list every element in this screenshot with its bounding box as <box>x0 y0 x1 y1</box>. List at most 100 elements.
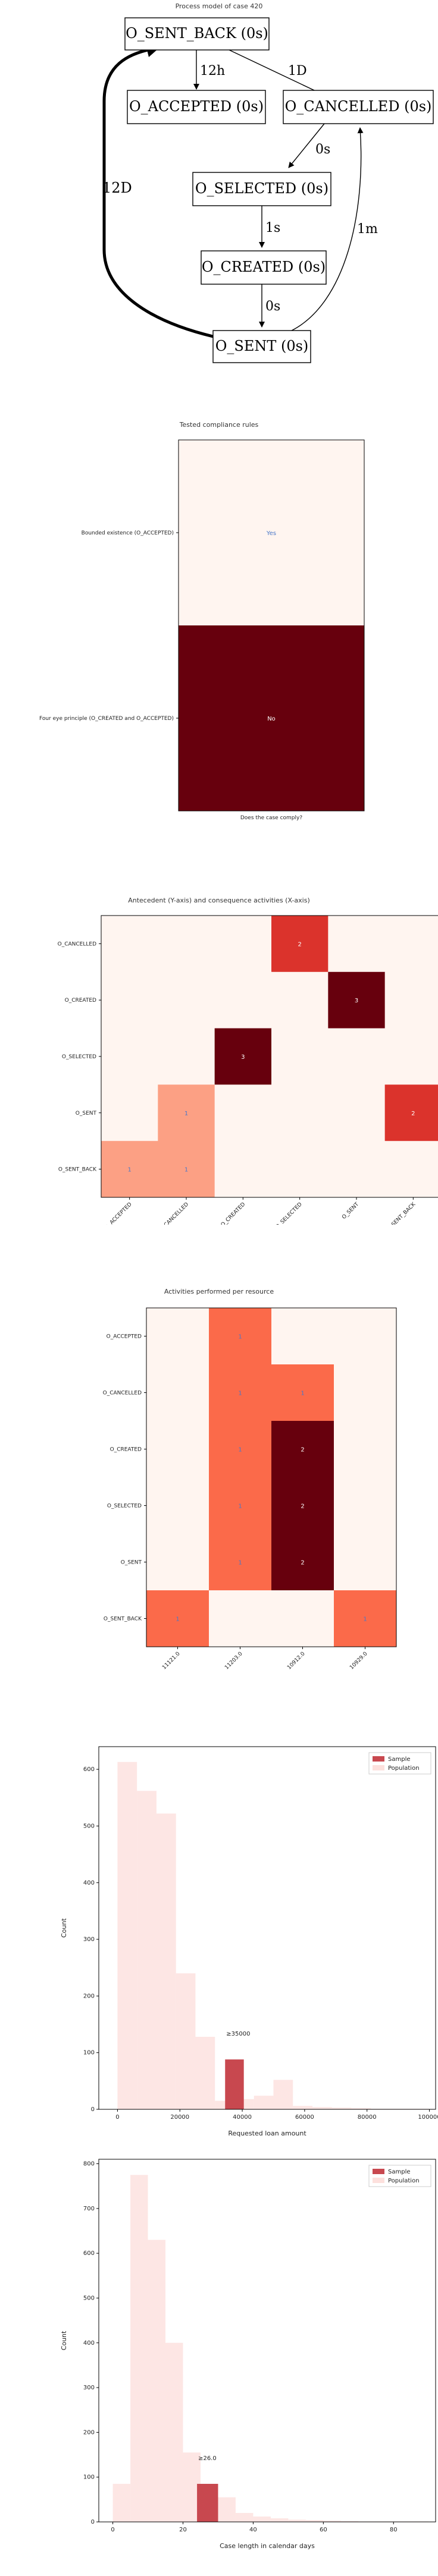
cell-value-label: 1 <box>301 1391 304 1397</box>
x-axis-label: Does the case comply? <box>240 815 302 820</box>
x-tick-label: 11203.0 <box>224 1651 244 1671</box>
edge-label-0s-a: 0s <box>315 142 330 157</box>
cell-value-label: 1 <box>176 1616 179 1623</box>
cell-value-label: 2 <box>411 1111 415 1117</box>
cell-value-label: 2 <box>301 1447 304 1454</box>
cell-value-label: 2 <box>301 1560 304 1567</box>
compliance-title: Tested compliance rules <box>179 421 259 429</box>
x-tick-label: 20 <box>179 2527 187 2533</box>
cell-value-label: 3 <box>241 1054 245 1061</box>
edge-sent-cancelled <box>291 127 364 331</box>
heatmap-cell <box>209 1534 272 1591</box>
heatmap-cell <box>101 971 158 1029</box>
svg-text:O_SELECTED (0s): O_SELECTED (0s) <box>195 180 328 197</box>
edge-label-12d: 12D <box>102 180 132 196</box>
y-tick-label: 700 <box>83 2206 95 2212</box>
y-tick-label: O_CREATED <box>65 998 96 1004</box>
heatmap-cell <box>158 1084 215 1141</box>
heatmap-cell <box>334 1534 397 1591</box>
heatmap-cell <box>214 1141 272 1198</box>
antecedent-panel: Antecedent (Y-axis) and consequence acti… <box>0 892 438 1233</box>
edge-sent-sentback <box>102 47 214 338</box>
heatmap-cell <box>209 1590 272 1647</box>
node-sent-back[interactable]: O_SENT_BACK (0s) <box>124 17 270 51</box>
heatmap-cell <box>271 916 328 973</box>
y-tick-label: 800 <box>83 2161 95 2168</box>
cell-value-label: No <box>267 716 276 722</box>
heatmap-cell <box>158 1141 215 1198</box>
sample-bar <box>225 2059 244 2109</box>
legend-swatch-sample <box>373 2169 384 2174</box>
cell-value-label: 1 <box>127 1167 131 1174</box>
y-tick-label: O_SENT <box>76 1111 97 1116</box>
heatmap-cell <box>334 1364 397 1421</box>
y-tick-label: 500 <box>83 2295 95 2301</box>
antecedent-heatmap: 2 3 3 1 2 1 1 O_CANCELLED O_CREATED O_SELECTED O_S… <box>58 915 438 1233</box>
y-tick-label: 400 <box>83 2340 95 2347</box>
cell-value-label: 1 <box>184 1111 188 1117</box>
heatmap-cell <box>271 1141 328 1198</box>
x-tick-label: 40 <box>249 2527 257 2533</box>
population-bar <box>235 2512 254 2522</box>
cell-value-label: 1 <box>363 1616 367 1623</box>
heatmap-cell <box>146 1421 209 1478</box>
cell-value-label: 1 <box>184 1167 188 1174</box>
plot-frame <box>98 2159 436 2522</box>
case-length-histogram: ≥26.00 20 40 60 800100200300400500600700800C… <box>60 2159 436 2550</box>
heatmap-cell <box>158 971 215 1029</box>
compliance-panel: Tested compliance rules Yes No Bounded exi… <box>0 416 438 821</box>
heatmap-cell <box>214 971 272 1029</box>
x-tick-label: O_SELECTED <box>275 1201 304 1225</box>
heatmap-cell <box>271 1477 334 1534</box>
y-axis-label: Count <box>60 1918 68 1937</box>
heatmap-cell <box>328 971 386 1029</box>
y-tick-label: 300 <box>83 1936 95 1943</box>
process-model: Process model of case 420 12h 1D 0s 1s 0… <box>0 0 438 380</box>
population-bar <box>156 1813 176 2109</box>
heatmap-cell <box>146 1477 209 1534</box>
svg-text:O_SENT (0s): O_SENT (0s) <box>215 338 309 354</box>
x-tick-label: 80 <box>390 2527 398 2533</box>
case-length-panel: ≥26.0 0 20 40 60 80 0 100 200 300 400 500 600 700 800 C… <box>0 2158 438 2574</box>
process-model-title: Process model of case 420 <box>175 2 263 10</box>
x-tick-label: O_SENT_BACK <box>386 1201 417 1225</box>
edge-label-1s: 1s <box>265 221 280 235</box>
x-axis-label: Requested loan amount <box>228 2130 306 2137</box>
svg-text:O_CREATED (0s): O_CREATED (0s) <box>202 259 326 275</box>
heatmap-cell <box>271 1421 334 1478</box>
x-tick-label: 80000 <box>358 2114 377 2121</box>
y-axis-label: Count <box>60 2330 68 2350</box>
x-tick-label: O_ACCEPTED <box>104 1201 133 1225</box>
compliance-heatmap: Yes No Bounded existence (O_ACCEPTED) Four … <box>39 439 365 821</box>
y-tick-label: 200 <box>83 1993 95 1999</box>
edge-label-1d: 1D <box>288 64 307 78</box>
node-cancelled[interactable]: O_CANCELLED (0s) <box>283 90 434 124</box>
legend-swatch-population <box>373 1765 384 1770</box>
heatmap-cell <box>214 916 272 973</box>
node-accepted[interactable]: O_ACCEPTED (0s) <box>127 90 266 124</box>
x-tick-label: 11121.0 <box>161 1651 182 1671</box>
edge-label-12h: 12h <box>200 64 225 78</box>
node-selected[interactable]: O_SELECTED (0s) <box>192 172 331 206</box>
legend-label-sample: Sample <box>388 1756 411 1763</box>
y-tick-label: 0 <box>91 2519 95 2525</box>
heatmap-cell <box>328 1084 386 1141</box>
svg-text:O_CANCELLED (0s): O_CANCELLED (0s) <box>285 98 432 115</box>
cell-value-label: 1 <box>238 1504 242 1510</box>
node-sent[interactable]: O_SENT (0s) <box>212 330 311 363</box>
heatmap-cell <box>334 1308 397 1365</box>
heatmap-cell <box>179 440 365 626</box>
node-created[interactable]: O_CREATED (0s) <box>201 250 327 285</box>
heatmap-cell <box>384 1028 438 1085</box>
x-axis-label: Case length in calendar days <box>220 2542 315 2550</box>
heatmap-cell <box>146 1364 209 1421</box>
population-bar <box>351 2108 371 2109</box>
population-bar <box>148 2240 166 2522</box>
y-tick-label: O_SENT_BACK <box>104 1616 142 1622</box>
legend-label-population: Population <box>388 1765 420 1772</box>
svg-text:O_ACCEPTED (0s): O_ACCEPTED (0s) <box>129 98 264 115</box>
y-tick-label: 100 <box>83 2050 95 2056</box>
population-bar <box>288 2520 306 2522</box>
